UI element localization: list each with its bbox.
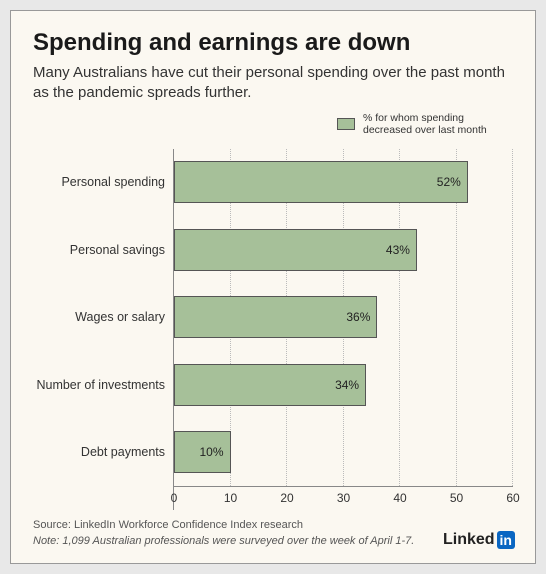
- category-label: Number of investments: [33, 378, 173, 392]
- bar-value-label: 10%: [199, 445, 223, 459]
- infographic-card: Spending and earnings are down Many Aust…: [10, 10, 536, 564]
- plot-area: 52%43%36%34%10% 0102030405060: [173, 149, 513, 511]
- x-tick: 0: [171, 491, 178, 505]
- source-text: Source: LinkedIn Workforce Confidence In…: [33, 518, 513, 533]
- x-tick: 10: [224, 491, 237, 505]
- legend-text: % for whom spending decreased over last …: [363, 112, 503, 137]
- brand-suffix: in: [497, 531, 515, 549]
- legend: % for whom spending decreased over last …: [33, 112, 513, 137]
- bar-row: 36%: [174, 296, 513, 338]
- bar: 10%: [174, 431, 231, 473]
- bar: 43%: [174, 229, 417, 271]
- footer: Source: LinkedIn Workforce Confidence In…: [33, 518, 513, 549]
- bar-value-label: 36%: [346, 310, 370, 324]
- bar-row: 10%: [174, 431, 513, 473]
- x-axis: 0102030405060: [174, 486, 513, 510]
- bar-value-label: 34%: [335, 378, 359, 392]
- bar-value-label: 43%: [386, 243, 410, 257]
- bar-chart: Personal spending Personal savings Wages o…: [33, 149, 513, 511]
- note-text: Note: 1,099 Australian professionals wer…: [33, 534, 513, 549]
- chart-title: Spending and earnings are down: [33, 29, 513, 57]
- x-tick: 20: [280, 491, 293, 505]
- category-label: Wages or salary: [33, 310, 173, 324]
- bars-container: 52% 43% 36% 34% 10%: [174, 149, 513, 487]
- bar: 52%: [174, 161, 468, 203]
- bar-row: 52%: [174, 161, 513, 203]
- category-label: Debt payments: [33, 445, 173, 459]
- bar-row: 34%: [174, 364, 513, 406]
- bar: 34%: [174, 364, 366, 406]
- chart-subtitle: Many Australians have cut their personal…: [33, 63, 513, 104]
- bar-value-label: 52%: [437, 175, 461, 189]
- category-label: Personal savings: [33, 243, 173, 257]
- brand-text: Linked: [443, 531, 495, 549]
- linkedin-logo: Linkedin: [443, 531, 515, 549]
- x-tick: 30: [337, 491, 350, 505]
- x-tick: 40: [393, 491, 406, 505]
- x-tick: 50: [450, 491, 463, 505]
- bar: 36%: [174, 296, 377, 338]
- bar-row: 43%: [174, 229, 513, 271]
- legend-swatch: [337, 118, 355, 130]
- category-label: Personal spending: [33, 175, 173, 189]
- y-axis-labels: Personal spending Personal savings Wages o…: [33, 149, 173, 511]
- x-tick: 60: [506, 491, 519, 505]
